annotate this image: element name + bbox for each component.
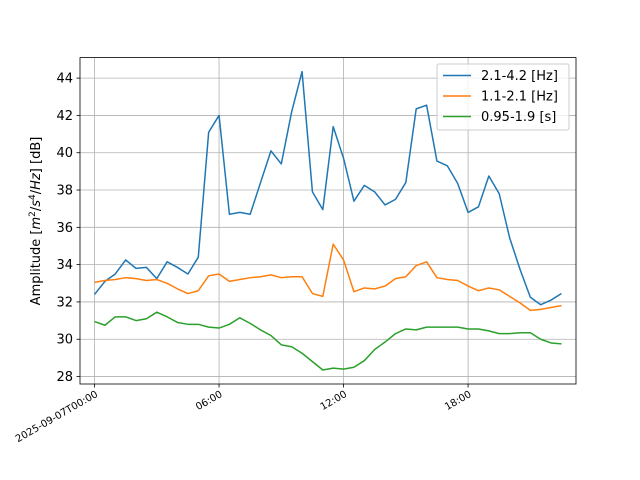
y-tick-label: 34 [56,258,73,273]
legend-box [436,63,570,131]
y-axis: 28 30 32 34 36 38 40 42 44 [56,72,80,385]
legend-label: 1.1-2.1 [Hz] [481,90,558,105]
x-tick-label: 06:00 [194,389,224,413]
y-tick-label: 32 [56,295,73,310]
y-tick-label: 30 [56,333,73,348]
plot-frame [79,57,577,385]
y-axis-label: Amplitude [m2/s4/Hz] [dB] [28,137,44,306]
y-tick-label: 42 [56,109,73,124]
series-lines [93,70,562,371]
y-tick-label: 40 [56,146,73,161]
legend: 2.1-4.2 [Hz] 1.1-2.1 [Hz] 0.95-1.9 [s] [436,63,570,131]
x-axis: 2025-09-07T00:00 06:00 12:00 18:00 [14,384,474,445]
x-tick-label: 2025-09-07T00:00 [14,389,100,445]
series-line-3 [94,311,562,371]
y-tick-label: 36 [56,221,73,236]
x-tick-label: 12:00 [319,389,349,413]
y-tick-label: 38 [56,184,73,199]
series-line-1 [93,70,562,306]
legend-label: 2.1-4.2 [Hz] [481,69,558,84]
y-tick-label: 28 [56,370,73,385]
series-line-2 [94,243,562,312]
x-tick-label: 18:00 [443,389,473,413]
legend-label: 0.95-1.9 [s] [481,110,556,125]
y-tick-label: 44 [56,72,73,87]
